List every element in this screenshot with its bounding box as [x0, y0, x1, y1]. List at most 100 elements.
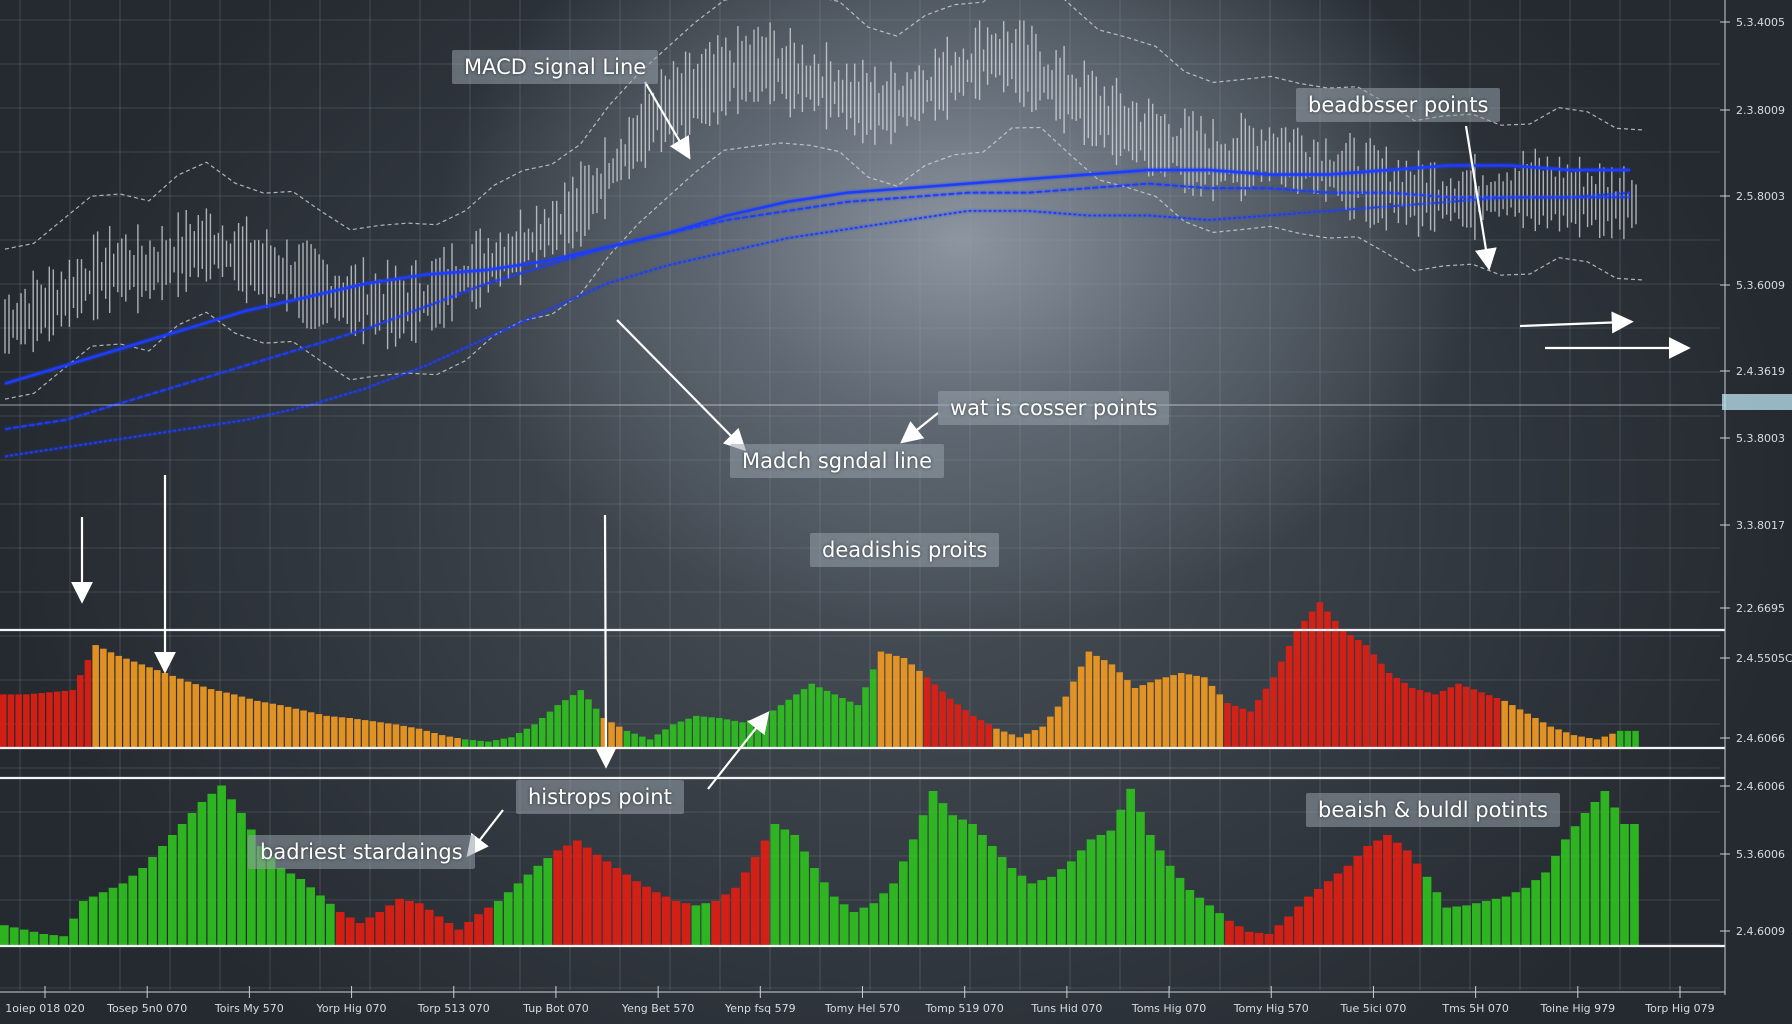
histogram-lower-bar [1047, 876, 1056, 945]
histogram-upper-bar [916, 670, 923, 748]
x-tick-label: 1oiep 018 020 [5, 1002, 85, 1015]
histogram-upper-bar [1293, 630, 1300, 748]
histogram-upper-bar [993, 728, 1000, 748]
histogram-upper-bar [1416, 690, 1424, 748]
signal-lines [4, 164, 1631, 458]
histogram-upper-bar [585, 699, 592, 748]
histogram-lower-bar [177, 824, 187, 945]
histogram-upper-bar [631, 733, 638, 748]
histogram-upper-bar [623, 730, 631, 748]
histogram-upper-bar [893, 655, 900, 748]
histogram-upper-bar [962, 710, 969, 748]
histogram-lower-bar [9, 927, 19, 945]
histogram-lower-bar [820, 882, 829, 945]
x-tick-label: Torp 513 070 [417, 1002, 490, 1015]
histogram-upper-bar [446, 736, 454, 748]
histogram-lower-bar [1442, 907, 1452, 945]
histogram-lower-bar [197, 802, 207, 945]
histogram-upper-bar [1516, 709, 1524, 748]
histogram-upper-bar [900, 658, 908, 748]
histogram-upper-bar [500, 738, 507, 748]
histogram-upper-bar [1532, 718, 1539, 748]
histogram-upper-bar [1162, 677, 1170, 748]
histogram-lower-bar [741, 872, 750, 945]
histogram-upper-bar [1270, 677, 1277, 748]
histogram-upper-bar [254, 700, 261, 748]
histogram-upper-bar [477, 740, 484, 748]
histogram-lower-bar [1393, 842, 1402, 945]
histogram-upper-bar [223, 692, 230, 748]
histogram-upper [0, 602, 1639, 748]
histogram-upper-bar [1047, 716, 1054, 748]
x-tick-label: Toirs My 570 [214, 1002, 284, 1015]
histogram-lower-bar [612, 868, 622, 945]
histogram-upper-bar [100, 648, 107, 748]
x-tick-label: Toine Hig 979 [1539, 1002, 1615, 1015]
histogram-upper-bar [923, 677, 931, 748]
x-tick-label: Toms Hig 070 [1131, 1002, 1206, 1015]
annotation-deadishis-proits: deadishis proits [810, 533, 1000, 567]
histogram-upper-bar [177, 678, 184, 748]
histogram-upper-bar [1401, 683, 1408, 748]
histogram-upper-bar [1378, 663, 1385, 748]
histogram-upper-bar [485, 741, 492, 748]
histogram-lower-bar [1126, 788, 1135, 945]
histogram-upper-bar [562, 700, 569, 748]
histogram-lower-bar [1205, 905, 1214, 945]
histogram-upper-bar [1424, 692, 1431, 748]
histogram-upper-bar [646, 739, 654, 748]
histogram-lower-bar [108, 887, 118, 945]
histogram-lower-bar [1472, 903, 1481, 945]
histogram-lower-bar [237, 813, 246, 945]
histogram-lower-bar [839, 904, 849, 945]
histogram-upper-bar [331, 716, 338, 748]
histogram-upper-bar [677, 721, 685, 748]
histogram-lower-bar [1225, 920, 1234, 945]
histogram-upper-bar [138, 664, 146, 748]
histogram-upper-bar [292, 708, 300, 748]
histogram-upper-bar [462, 739, 469, 748]
histogram-upper-bar [1208, 685, 1216, 748]
histogram-upper-bar [246, 698, 253, 748]
histogram-upper-bar [1062, 696, 1069, 748]
histogram-lower-bar [770, 824, 780, 945]
histogram-upper-bar [1324, 611, 1331, 748]
histogram-upper-bar [831, 694, 838, 748]
histogram-lower-bar [474, 914, 483, 945]
histogram-upper-bar [539, 718, 546, 748]
histogram-upper-bar [1339, 630, 1347, 748]
histogram-upper-bar [908, 664, 915, 748]
y-tick-label: 2.3.8009 [1736, 104, 1785, 117]
histogram-upper-bar [69, 690, 76, 748]
signal-line [4, 191, 1631, 458]
histogram-upper-bar [408, 727, 415, 748]
histogram-upper-bar [1085, 651, 1093, 748]
histogram-upper-bar [616, 726, 623, 748]
annotation-pointer [466, 809, 504, 857]
histogram-lower-bar [217, 785, 226, 945]
histogram-lower-bar [405, 901, 414, 945]
histogram-lower-bar [760, 840, 770, 945]
histogram-upper-bar [0, 694, 7, 748]
annotation-pointer [644, 81, 691, 160]
histogram-upper-bar [577, 690, 584, 748]
histogram-lower-bar [1304, 896, 1313, 945]
histogram-lower-bar [997, 857, 1007, 945]
signal-line [4, 182, 1630, 430]
histogram-lower-bar [1096, 835, 1106, 945]
histogram-lower-bar [424, 909, 434, 945]
histogram-lower-bar [118, 883, 128, 945]
x-tick-label: Tomy Hig 570 [1233, 1002, 1309, 1015]
histogram-upper-bar [1154, 679, 1162, 748]
histogram-lower-bar [928, 791, 938, 945]
histogram-upper-bar [1609, 733, 1616, 748]
y-tick-label: 2.5.8003 [1736, 190, 1785, 203]
histogram-lower-bar [1294, 906, 1303, 945]
histogram-lower-bar [385, 905, 394, 945]
histogram-lower-bar [918, 815, 928, 945]
y-tick-label: 2.4.6009 [1736, 925, 1785, 938]
histogram-upper-bar [415, 728, 423, 748]
histogram-lower-bar [582, 847, 592, 945]
histogram-upper-bar [192, 684, 199, 748]
